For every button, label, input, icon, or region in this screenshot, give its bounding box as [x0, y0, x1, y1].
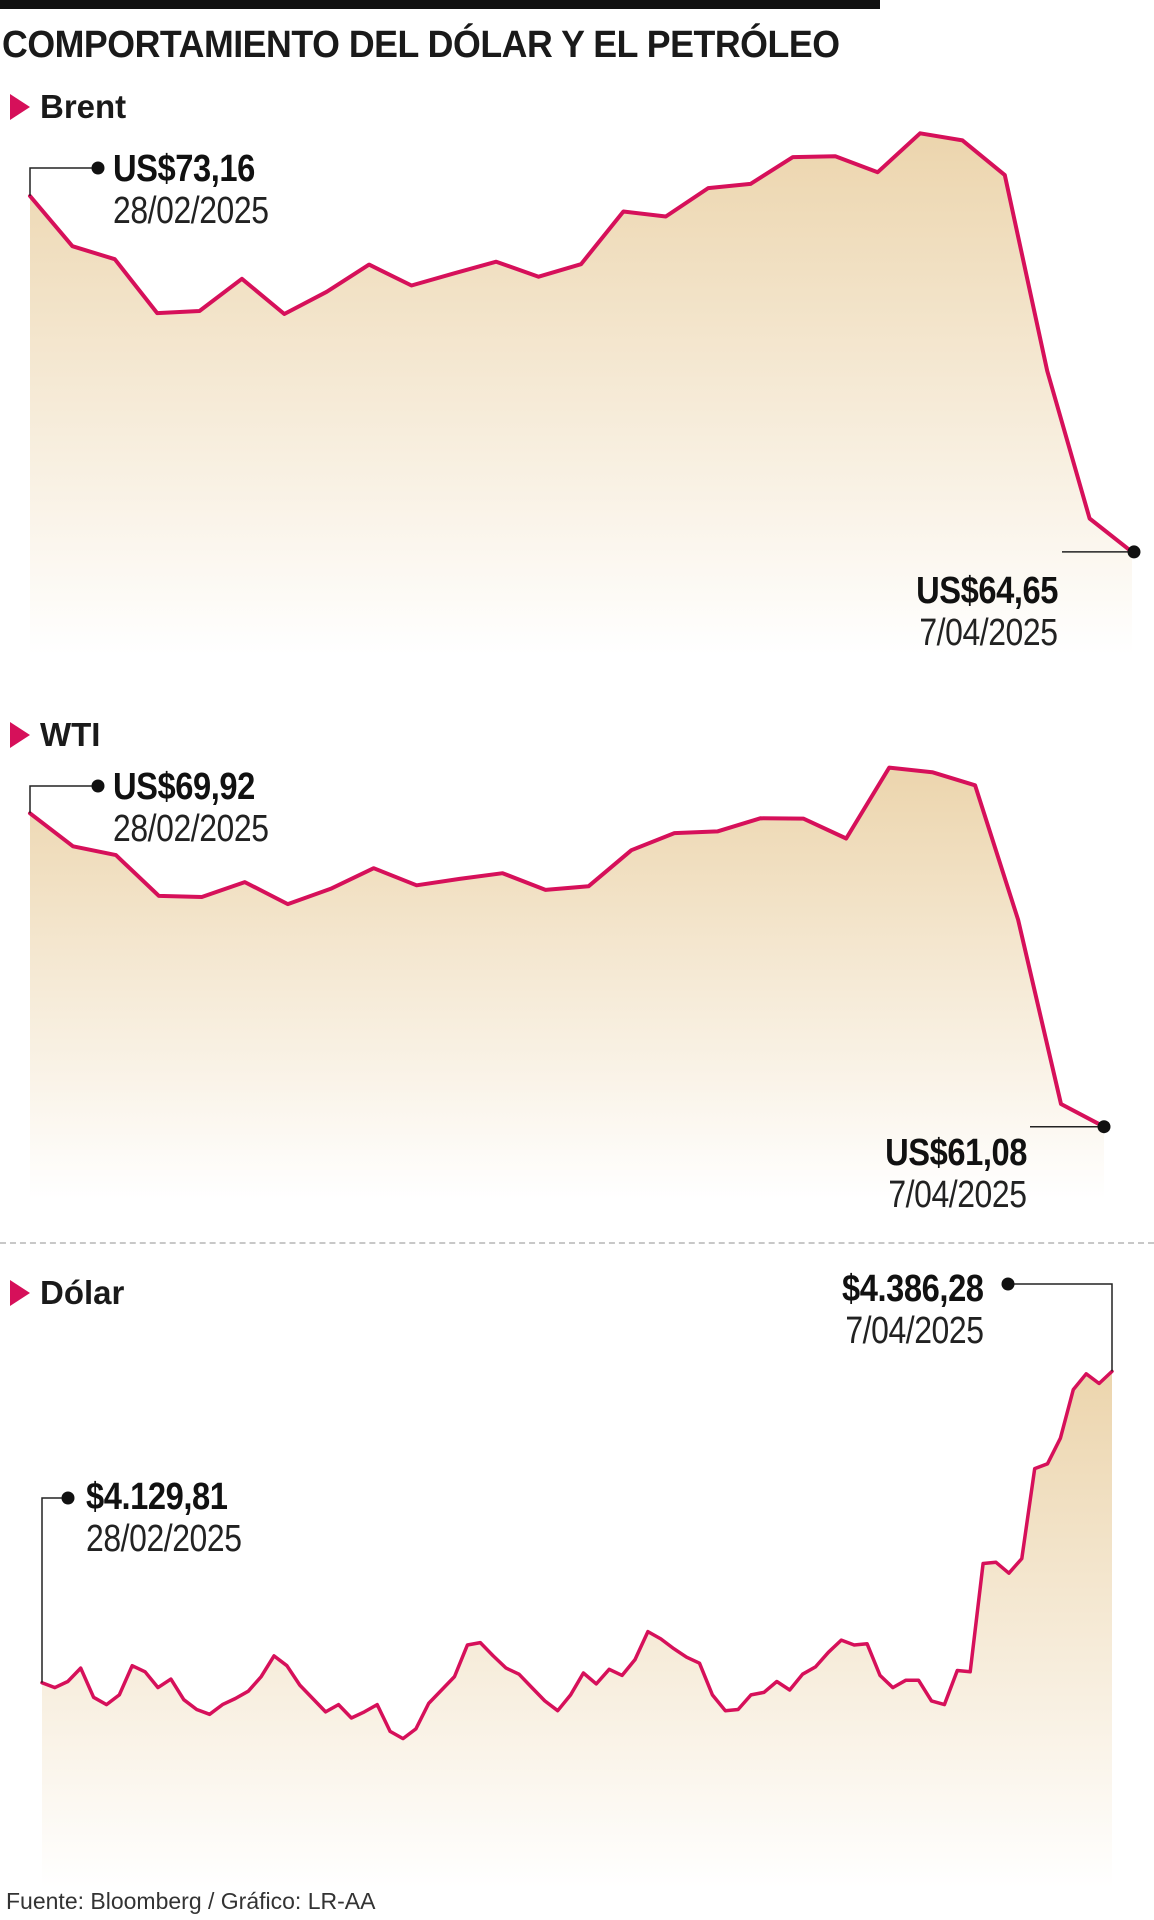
wti-section-title: WTI	[10, 716, 100, 754]
triangle-marker-icon	[10, 1280, 30, 1306]
top-rule	[0, 0, 880, 9]
dolar-start-date: 28/02/2025	[86, 1518, 242, 1560]
start-connector	[29, 167, 98, 197]
brent-start-date: 28/02/2025	[113, 190, 269, 232]
end-marker	[1001, 1277, 1015, 1291]
dolar-start-value: $4.129,81	[86, 1476, 228, 1518]
brent-end-value: US$64,65	[916, 570, 1058, 612]
triangle-marker-icon	[10, 722, 30, 748]
dolar-end-value: $4.386,28	[842, 1268, 984, 1310]
wti-chart	[28, 765, 1111, 1200]
end-connector	[1008, 1283, 1113, 1372]
start-marker	[91, 161, 105, 175]
page-title: COMPORTAMIENTO DEL DÓLAR Y EL PETRÓLEO	[2, 24, 840, 66]
start-connector	[29, 785, 98, 814]
section-divider	[0, 1242, 1154, 1244]
source-credit: Fuente: Bloomberg / Gráfico: LR-AA	[6, 1888, 376, 1914]
wti-start-value: US$69,92	[113, 766, 255, 808]
dolar-section-title: Dólar	[10, 1274, 124, 1312]
triangle-marker-icon	[10, 94, 30, 120]
brent-chart	[28, 131, 1141, 656]
start-marker	[61, 1491, 75, 1505]
area-fill	[42, 1371, 1112, 1888]
wti-start-date: 28/02/2025	[113, 808, 269, 850]
dolar-end-date: 7/04/2025	[845, 1310, 985, 1352]
area-fill	[30, 133, 1132, 656]
dolar-chart	[40, 1277, 1114, 1888]
end-marker	[1097, 1120, 1111, 1134]
area-fill	[30, 767, 1104, 1200]
series-line	[28, 765, 1106, 1129]
brent-title: Brent	[40, 88, 127, 125]
start-connector	[41, 1497, 68, 1683]
wti-end-value: US$61,08	[885, 1132, 1027, 1174]
series-line	[40, 1369, 1114, 1741]
brent-end-date: 7/04/2025	[919, 612, 1059, 654]
start-marker	[91, 779, 105, 793]
brent-section-title: Brent	[10, 88, 126, 126]
wti-title: WTI	[40, 716, 101, 753]
end-marker	[1127, 545, 1141, 559]
brent-start-value: US$73,16	[113, 148, 255, 190]
dolar-title: Dólar	[40, 1274, 125, 1311]
wti-end-date: 7/04/2025	[888, 1174, 1028, 1216]
